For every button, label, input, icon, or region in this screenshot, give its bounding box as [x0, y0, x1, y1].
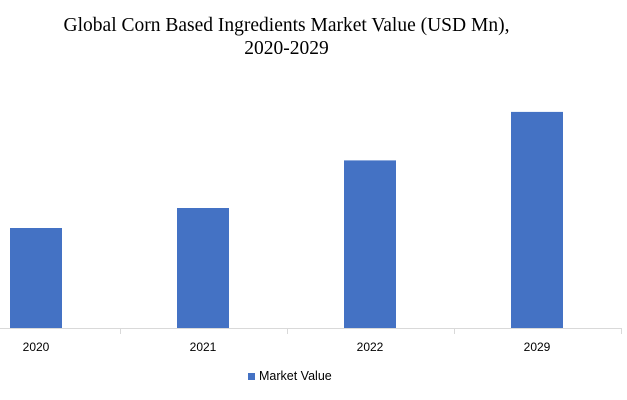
legend-label: Market Value [259, 369, 332, 383]
bars-layer [10, 111, 563, 329]
bar-2022 [344, 160, 396, 328]
legend: Market Value [248, 367, 332, 385]
legend-swatch [248, 372, 255, 380]
x-tick-label-2020: 2020 [23, 340, 50, 354]
bar-2021 [177, 208, 229, 328]
x-axis-labels: 2020 2021 2022 2029 [23, 340, 551, 354]
bar-2020 [10, 228, 62, 328]
chart-title-line-1: Global Corn Based Ingredients Market Val… [63, 15, 510, 36]
x-axis-ticks [120, 328, 622, 334]
chart-title-line-2: 2020-2029 [244, 38, 329, 59]
bar-2029 [511, 111, 563, 329]
x-tick-label-2029: 2029 [524, 340, 551, 354]
x-tick-label-2022: 2022 [357, 340, 384, 354]
chart-title: Global Corn Based Ingredients Market Val… [0, 14, 573, 60]
x-tick-label-2021: 2021 [190, 340, 217, 354]
